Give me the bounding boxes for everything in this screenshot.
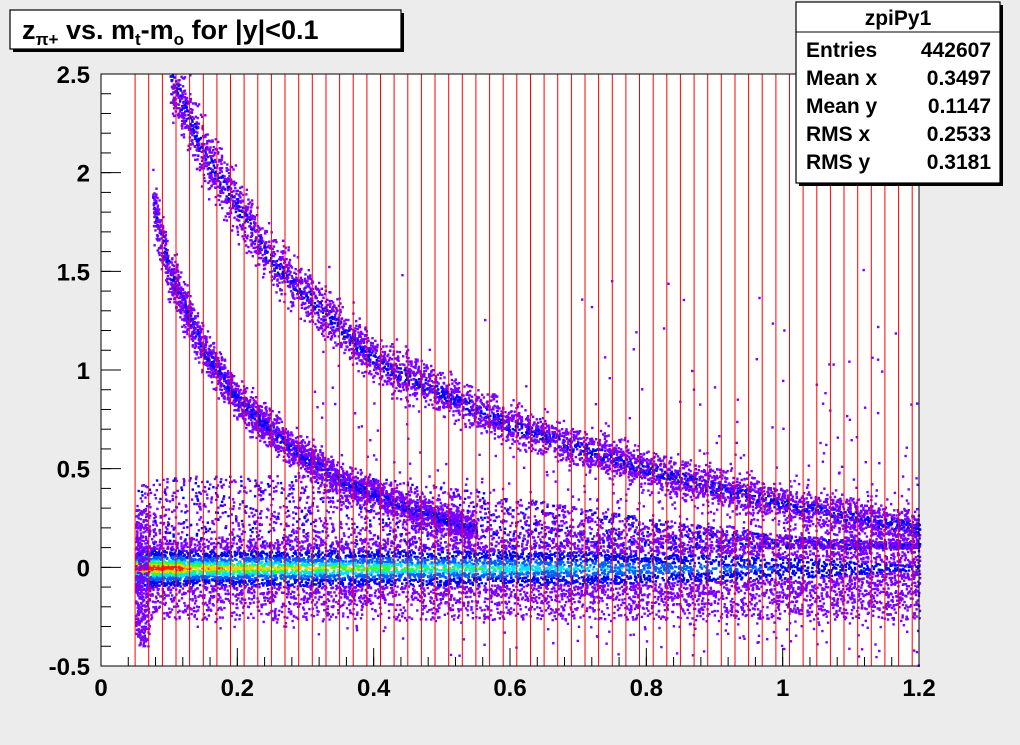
x-tick-label: 0 bbox=[94, 675, 107, 702]
chart-title: zπ+ vs. mt-mo for |y|<0.1 bbox=[22, 15, 318, 49]
y-tick-label: 1.5 bbox=[57, 259, 90, 286]
x-tick-label: 0.2 bbox=[221, 675, 254, 702]
stats-title: zpiPy1 bbox=[865, 7, 932, 30]
stats-value: 0.3497 bbox=[927, 67, 991, 90]
title-o-subscript: o bbox=[174, 30, 184, 49]
title-rest: for |y|<0.1 bbox=[184, 15, 318, 45]
stats-label: Mean x bbox=[806, 67, 878, 90]
title-vs-m: vs. m bbox=[58, 15, 135, 45]
stats-value: 442607 bbox=[921, 39, 991, 62]
stats-label: RMS x bbox=[806, 123, 871, 146]
stats-label: Entries bbox=[806, 39, 877, 62]
y-tick-label: -0.5 bbox=[49, 654, 90, 681]
x-tick-label: 1 bbox=[776, 675, 789, 702]
y-tick-label: 2 bbox=[77, 161, 90, 188]
x-tick-label: 0.4 bbox=[357, 675, 391, 702]
stats-label: RMS y bbox=[806, 151, 871, 174]
x-tick-label: 0.8 bbox=[630, 675, 663, 702]
stats-value: 0.1147 bbox=[928, 95, 991, 118]
stats-value: 0.3181 bbox=[927, 151, 992, 174]
x-tick-label: 0.6 bbox=[493, 675, 526, 702]
y-tick-label: 2.5 bbox=[57, 62, 90, 89]
title-minus-m: -m bbox=[141, 15, 174, 45]
y-tick-label: 0 bbox=[77, 555, 90, 582]
title-box: zπ+ vs. mt-mo for |y|<0.1 bbox=[10, 10, 404, 52]
stats-box: zpiPy1 Entries 442607 Mean x 0.3497 Mean y 0.… bbox=[796, 2, 1003, 186]
title-z-subscript: π+ bbox=[36, 30, 59, 49]
y-tick-label: 0.5 bbox=[57, 457, 90, 484]
y-tick-label: 1 bbox=[77, 358, 90, 385]
title-z: z bbox=[22, 15, 36, 45]
stats-label: Mean y bbox=[806, 95, 878, 118]
x-tick-label: 1.2 bbox=[902, 675, 935, 702]
stats-value: 0.2533 bbox=[927, 123, 991, 146]
